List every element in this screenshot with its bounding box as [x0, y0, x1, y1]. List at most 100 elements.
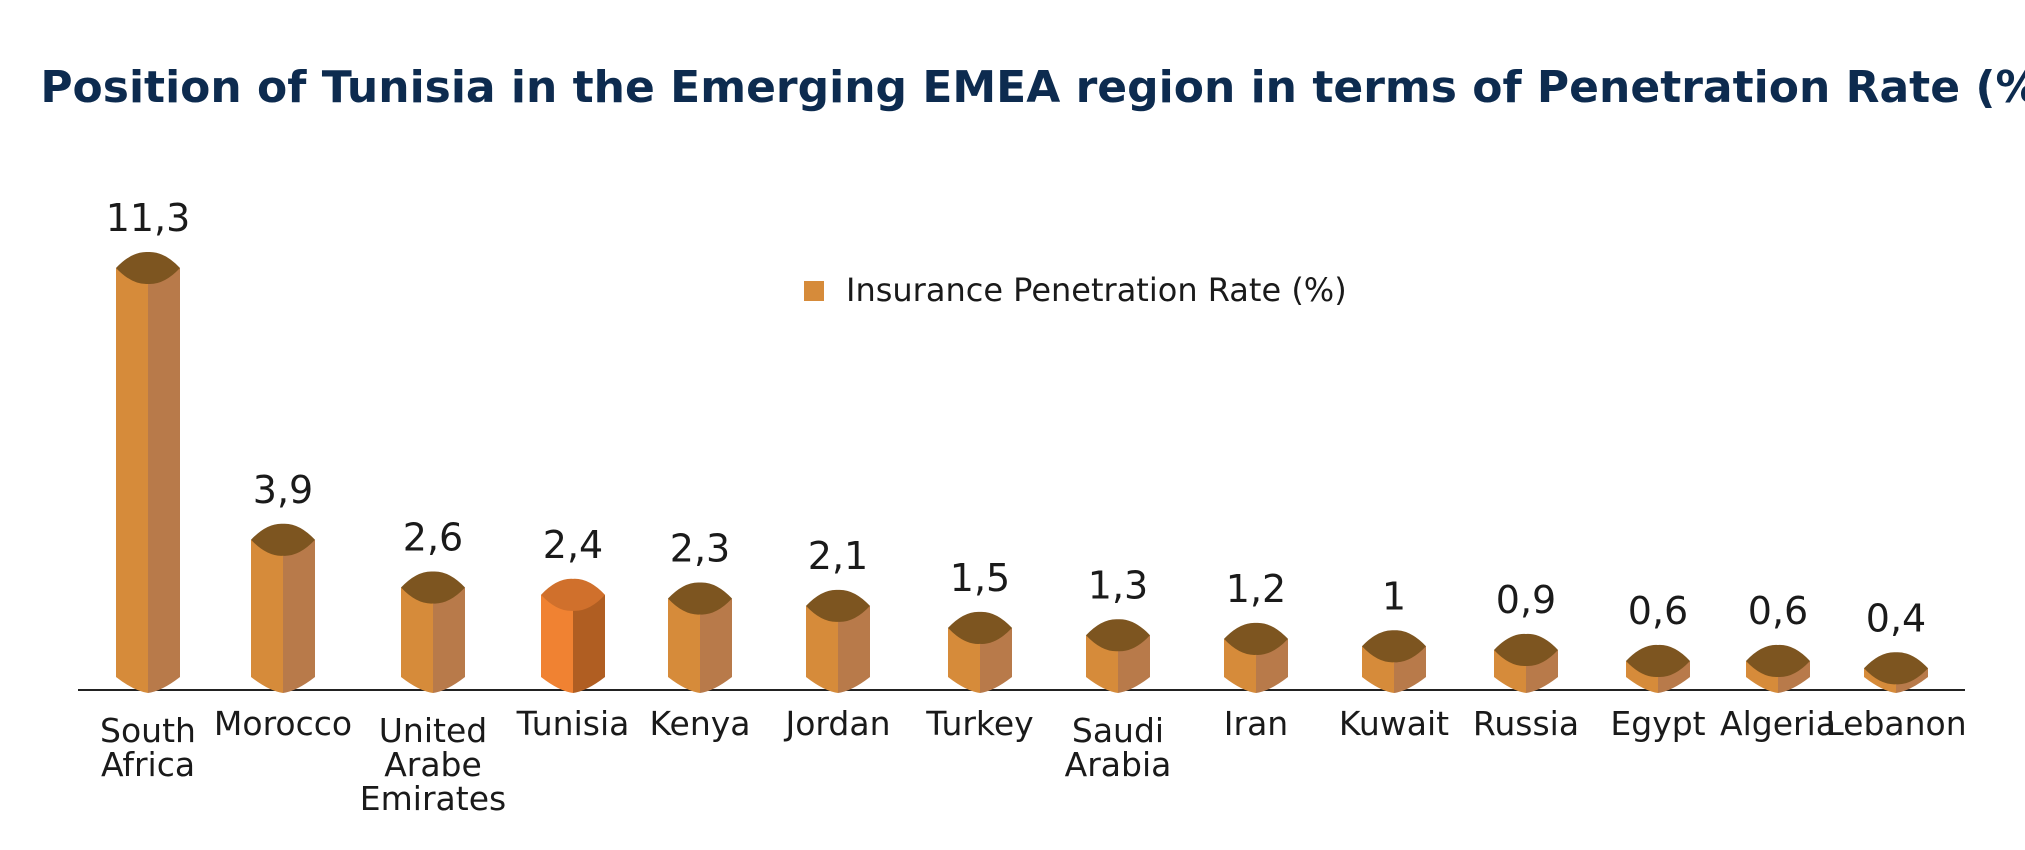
data-label: 11,3	[106, 196, 191, 240]
bar	[251, 523, 315, 693]
bar-top-cap	[1086, 619, 1150, 652]
bar-left-face	[401, 587, 433, 693]
data-label: 1,2	[1226, 567, 1286, 611]
bar-right-face	[838, 605, 870, 693]
bar-left-face	[668, 598, 700, 693]
bar	[948, 611, 1012, 693]
bar-top-cap	[401, 571, 465, 604]
data-label: 2,1	[808, 534, 868, 578]
category-label: Egypt	[1610, 704, 1705, 743]
bar-right-face	[980, 627, 1012, 693]
category-label-line: Turkey	[925, 704, 1033, 743]
bar	[1362, 630, 1426, 693]
bar-top-cap	[1494, 633, 1558, 667]
bar	[668, 582, 732, 693]
bar-right-face	[148, 268, 180, 693]
category-label-line: Arabe	[384, 745, 482, 784]
category-label-line: Saudi	[1072, 711, 1164, 750]
bar	[1746, 644, 1810, 693]
category-label-line: Jordan	[784, 704, 891, 743]
category-label: United Arabe Emirates	[360, 711, 506, 818]
category-label: Saudi Arabia	[1065, 711, 1172, 784]
bar-left-face	[948, 627, 980, 693]
category-label-line: South	[100, 711, 196, 750]
data-label: 1,3	[1088, 563, 1148, 607]
category-label-line: Kuwait	[1339, 704, 1449, 743]
category-label-line: United	[379, 711, 487, 750]
category-label-line: Kenya	[650, 704, 751, 743]
category-label: Russia	[1473, 704, 1579, 743]
category-label: South Africa	[100, 711, 196, 784]
category-label: Morocco	[214, 704, 352, 743]
data-label: 3,9	[253, 468, 313, 512]
bar-right-face	[700, 598, 732, 693]
category-label-line: Lebanon	[1825, 704, 1966, 743]
category-label: Jordan	[784, 704, 891, 743]
legend-label: Insurance Penetration Rate (%)	[846, 271, 1347, 309]
bar-top-cap	[251, 523, 315, 556]
data-label: 2,3	[670, 527, 730, 571]
bar-top-cap	[116, 251, 180, 285]
category-label-line: Africa	[101, 745, 195, 784]
bar	[541, 578, 605, 693]
category-label-line: Arabia	[1065, 745, 1172, 784]
category-label-line: Emirates	[360, 779, 506, 818]
category-label: Turkey	[925, 704, 1033, 743]
value-labels: 11,3 3,9 2,6 2,4 2,3 2,1 1,5 1,3 1,2 1 0,9 0,6 0,6 0,…	[106, 196, 1927, 640]
bar-top-cap	[1626, 644, 1690, 678]
category-label-line: Russia	[1473, 704, 1579, 743]
category-label: Iran	[1224, 704, 1288, 743]
bar-right-face	[283, 539, 315, 693]
category-label-line: Egypt	[1610, 704, 1705, 743]
bar	[116, 251, 180, 693]
legend: Insurance Penetration Rate (%)	[804, 271, 1347, 309]
bar-top-cap	[668, 582, 732, 615]
category-label-line: Tunisia	[516, 704, 630, 743]
category-label: Kenya	[650, 704, 751, 743]
data-label: 0,9	[1496, 578, 1556, 622]
bar-left-face	[806, 605, 838, 693]
bar-left-face	[116, 268, 148, 693]
category-label-line: Morocco	[214, 704, 352, 743]
bar	[401, 571, 465, 693]
bar	[1864, 652, 1928, 693]
bar-left-face	[1746, 660, 1778, 693]
bar-top-cap	[1864, 652, 1928, 685]
bar-right-face	[573, 594, 605, 693]
bar-left-face	[541, 594, 573, 693]
bar	[1224, 622, 1288, 693]
bar	[1494, 633, 1558, 693]
data-label: 0,6	[1748, 589, 1808, 633]
bar-top-cap	[948, 611, 1012, 644]
data-label: 1	[1382, 574, 1406, 618]
bar	[1086, 619, 1150, 693]
data-label: 2,6	[403, 516, 463, 560]
data-label: 1,5	[950, 556, 1010, 600]
bar-right-face	[1658, 660, 1690, 693]
bar-top-cap	[541, 578, 605, 611]
data-label: 0,4	[1866, 596, 1926, 640]
data-label: 2,4	[543, 523, 603, 567]
category-label: Tunisia	[516, 704, 630, 743]
bar-top-cap	[1224, 622, 1288, 655]
data-label: 0,6	[1628, 589, 1688, 633]
category-label: Lebanon	[1825, 704, 1966, 743]
bar-top-cap	[1362, 630, 1426, 663]
bar-right-face	[433, 587, 465, 693]
bar-left-face	[251, 539, 283, 693]
legend-swatch	[804, 281, 824, 301]
bars	[116, 251, 1928, 693]
category-label: Algeria	[1720, 704, 1836, 743]
category-label-line: Iran	[1224, 704, 1288, 743]
bar-left-face	[1626, 660, 1658, 693]
category-label: Kuwait	[1339, 704, 1449, 743]
bar	[1626, 644, 1690, 693]
bar-top-cap	[806, 589, 870, 622]
bar	[806, 589, 870, 693]
bar-right-face	[1778, 660, 1810, 693]
category-label-line: Algeria	[1720, 704, 1836, 743]
chart-title: Position of Tunisia in the Emerging EMEA…	[40, 62, 2025, 113]
